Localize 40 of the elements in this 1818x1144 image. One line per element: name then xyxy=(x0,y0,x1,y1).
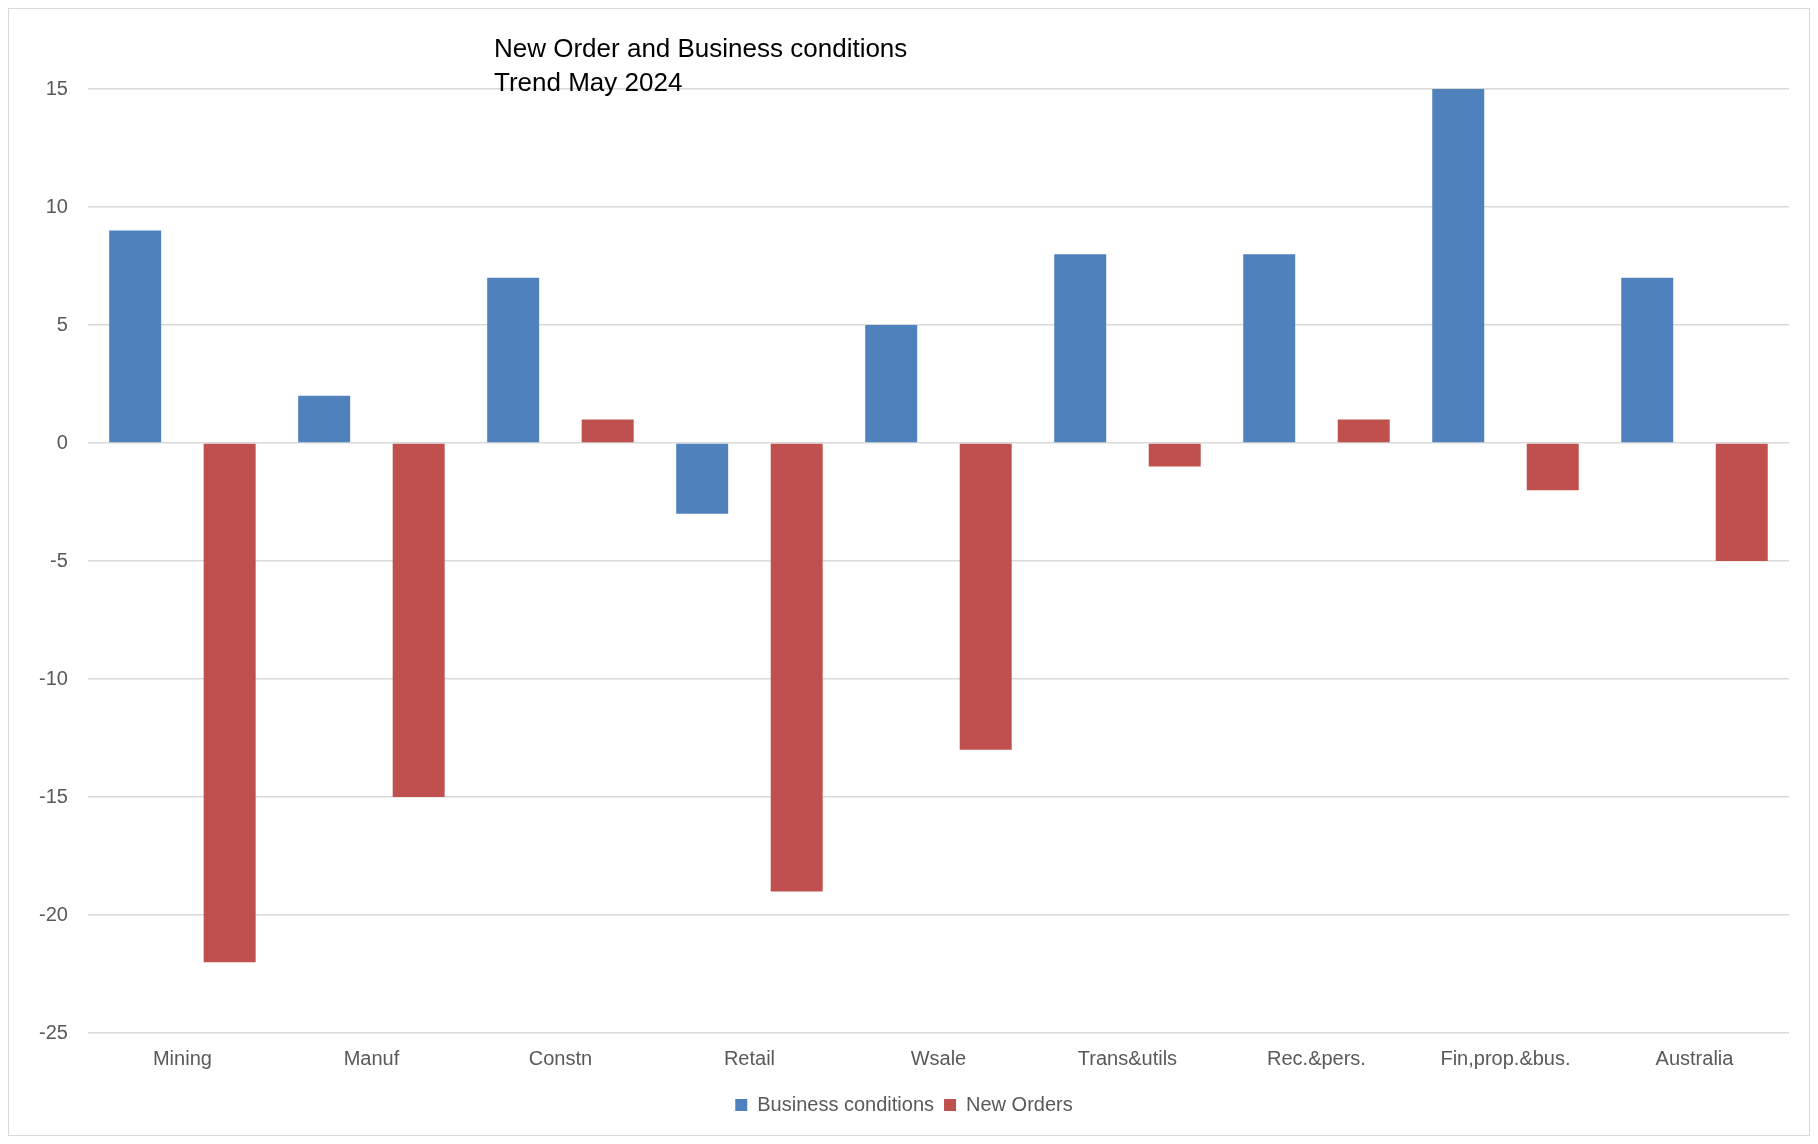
y-tick-label: 0 xyxy=(56,430,68,453)
x-tick-label: Mining xyxy=(152,1046,212,1069)
y-tick-label: -20 xyxy=(39,902,68,925)
x-tick-label: Manuf xyxy=(343,1046,400,1069)
y-tick-label: 10 xyxy=(45,194,68,217)
x-tick-label: Constn xyxy=(528,1046,593,1069)
y-tick-label: 5 xyxy=(56,312,68,335)
x-tick-label: Fin,prop.&bus. xyxy=(1440,1046,1571,1069)
bar xyxy=(109,230,162,443)
y-tick-label: -10 xyxy=(39,666,68,689)
y-tick-label: 15 xyxy=(45,76,68,99)
bar xyxy=(1054,254,1107,443)
bar xyxy=(770,443,823,892)
x-tick-label: Rec.&pers. xyxy=(1267,1046,1366,1069)
bar xyxy=(203,443,256,963)
chart-title: New Order and Business conditions xyxy=(494,32,908,65)
bar xyxy=(298,395,351,443)
bar xyxy=(392,443,445,797)
bar xyxy=(1621,277,1674,443)
x-tick-label: Trans&utils xyxy=(1077,1046,1178,1069)
x-tick-label: Australia xyxy=(1655,1046,1735,1069)
bar xyxy=(1337,419,1390,443)
bar xyxy=(676,443,729,514)
bar xyxy=(581,419,634,443)
bar xyxy=(959,443,1012,750)
chart-subtitle: Trend May 2024 xyxy=(494,66,684,99)
legend-label: New Orders xyxy=(966,1092,1073,1115)
y-tick-label: -25 xyxy=(39,1020,68,1043)
bar xyxy=(487,277,540,443)
bar xyxy=(1715,443,1768,561)
x-tick-label: Wsale xyxy=(910,1046,967,1069)
legend-label: Business conditions xyxy=(757,1092,935,1115)
bar xyxy=(1432,89,1485,443)
bar xyxy=(865,325,918,443)
bar xyxy=(1148,443,1201,467)
bar xyxy=(1243,254,1296,443)
y-tick-label: -15 xyxy=(39,784,68,807)
x-tick-label: Retail xyxy=(723,1046,776,1069)
y-tick-label: -5 xyxy=(50,548,68,571)
bar xyxy=(1526,443,1579,491)
